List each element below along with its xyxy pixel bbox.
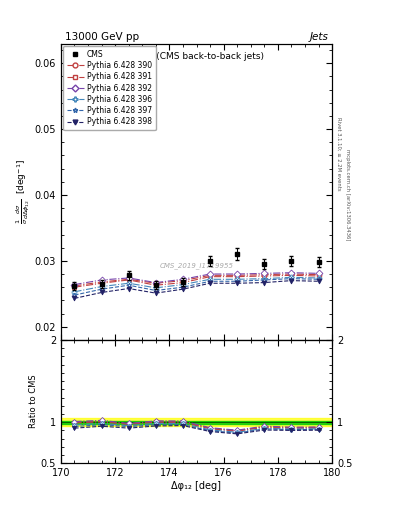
Pythia 6.428 398 xyxy=(235,280,240,286)
Pythia 6.428 398 xyxy=(262,280,267,286)
Pythia 6.428 397 xyxy=(235,278,240,284)
Pythia 6.428 397 xyxy=(72,292,77,298)
Pythia 6.428 392 xyxy=(235,271,240,277)
Line: Pythia 6.428 392: Pythia 6.428 392 xyxy=(72,270,321,287)
Line: Pythia 6.428 390: Pythia 6.428 390 xyxy=(72,271,321,288)
Pythia 6.428 397 xyxy=(208,278,213,284)
Legend: CMS, Pythia 6.428 390, Pythia 6.428 391, Pythia 6.428 392, Pythia 6.428 396, Pyt: CMS, Pythia 6.428 390, Pythia 6.428 391,… xyxy=(63,46,156,130)
Pythia 6.428 392 xyxy=(262,270,267,276)
Pythia 6.428 392 xyxy=(72,282,77,288)
Pythia 6.428 391 xyxy=(235,273,240,280)
Pythia 6.428 396 xyxy=(127,280,131,286)
Pythia 6.428 396 xyxy=(289,274,294,281)
Pythia 6.428 397 xyxy=(262,277,267,283)
Pythia 6.428 392 xyxy=(316,270,321,276)
Pythia 6.428 391 xyxy=(153,282,158,288)
Pythia 6.428 392 xyxy=(99,277,104,283)
Pythia 6.428 390 xyxy=(72,283,77,289)
Pythia 6.428 392 xyxy=(127,275,131,281)
Text: Δφ(jj) (CMS back-to-back jets): Δφ(jj) (CMS back-to-back jets) xyxy=(129,52,264,61)
Pythia 6.428 398 xyxy=(153,290,158,296)
Pythia 6.428 397 xyxy=(153,287,158,293)
Pythia 6.428 398 xyxy=(289,278,294,284)
Pythia 6.428 398 xyxy=(316,278,321,284)
Y-axis label: Ratio to CMS: Ratio to CMS xyxy=(29,375,38,429)
Pythia 6.428 398 xyxy=(180,286,185,292)
Pythia 6.428 391 xyxy=(208,273,213,280)
Pythia 6.428 396 xyxy=(262,275,267,282)
Pythia 6.428 398 xyxy=(208,280,213,286)
Pythia 6.428 391 xyxy=(72,284,77,290)
Pythia 6.428 391 xyxy=(180,280,185,286)
Pythia 6.428 398 xyxy=(127,285,131,291)
Pythia 6.428 397 xyxy=(316,276,321,282)
Pythia 6.428 392 xyxy=(180,276,185,282)
Pythia 6.428 390 xyxy=(180,278,185,284)
Pythia 6.428 391 xyxy=(99,280,104,286)
Text: 13000 GeV pp: 13000 GeV pp xyxy=(65,32,139,42)
Pythia 6.428 391 xyxy=(262,273,267,279)
Pythia 6.428 392 xyxy=(208,271,213,277)
Pythia 6.428 396 xyxy=(153,285,158,291)
Text: Rivet 3.1.10; ≥ 2.2M events: Rivet 3.1.10; ≥ 2.2M events xyxy=(336,117,341,190)
Line: Pythia 6.428 398: Pythia 6.428 398 xyxy=(72,278,321,301)
Pythia 6.428 390 xyxy=(289,271,294,277)
Pythia 6.428 390 xyxy=(235,272,240,279)
Pythia 6.428 392 xyxy=(289,270,294,276)
X-axis label: Δφ₁₂ [deg]: Δφ₁₂ [deg] xyxy=(171,481,222,491)
Pythia 6.428 398 xyxy=(72,295,77,302)
Pythia 6.428 397 xyxy=(99,286,104,292)
Pythia 6.428 390 xyxy=(153,280,158,286)
Bar xyxy=(61,420,332,424)
Pythia 6.428 396 xyxy=(208,276,213,282)
Pythia 6.428 396 xyxy=(316,275,321,281)
Pythia 6.428 398 xyxy=(99,289,104,295)
Bar xyxy=(61,418,332,426)
Y-axis label: $\frac{1}{\sigma}\frac{d\sigma}{d\Delta\phi_{12}}$  [deg$^{-1}$]: $\frac{1}{\sigma}\frac{d\sigma}{d\Delta\… xyxy=(15,159,32,224)
Pythia 6.428 391 xyxy=(289,272,294,279)
Line: Pythia 6.428 397: Pythia 6.428 397 xyxy=(72,276,321,297)
Text: mcplots.cern.ch [arXiv:1306.3436]: mcplots.cern.ch [arXiv:1306.3436] xyxy=(345,149,350,240)
Pythia 6.428 390 xyxy=(99,279,104,285)
Pythia 6.428 397 xyxy=(180,284,185,290)
Pythia 6.428 396 xyxy=(235,276,240,282)
Line: Pythia 6.428 391: Pythia 6.428 391 xyxy=(72,273,321,290)
Text: Jets: Jets xyxy=(309,32,328,42)
Pythia 6.428 396 xyxy=(72,289,77,295)
Pythia 6.428 396 xyxy=(99,284,104,290)
Text: CMS_2019_I1719955: CMS_2019_I1719955 xyxy=(160,263,233,269)
Pythia 6.428 391 xyxy=(127,277,131,283)
Pythia 6.428 390 xyxy=(316,271,321,278)
Pythia 6.428 397 xyxy=(127,282,131,288)
Pythia 6.428 397 xyxy=(289,275,294,282)
Pythia 6.428 396 xyxy=(180,282,185,288)
Line: Pythia 6.428 396: Pythia 6.428 396 xyxy=(72,275,321,294)
Pythia 6.428 390 xyxy=(127,276,131,282)
Pythia 6.428 390 xyxy=(208,272,213,279)
Pythia 6.428 392 xyxy=(153,280,158,286)
Pythia 6.428 391 xyxy=(316,273,321,279)
Pythia 6.428 390 xyxy=(262,271,267,278)
